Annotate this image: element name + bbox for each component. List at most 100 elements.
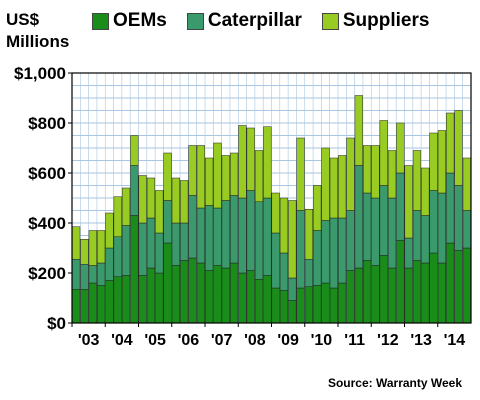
legend-swatch-caterpillar xyxy=(186,12,204,30)
x-tick-label: '03 xyxy=(78,332,100,349)
bar-suppliers-9 xyxy=(146,177,156,219)
bar-suppliers-37 xyxy=(379,120,388,186)
bar-suppliers-27 xyxy=(296,137,305,211)
bar-oems-7 xyxy=(130,215,139,324)
bar-caterpillar-5 xyxy=(113,236,122,277)
bar-suppliers-3 xyxy=(96,230,106,264)
bar-suppliers-21 xyxy=(246,127,255,191)
bar-caterpillar-43 xyxy=(429,190,438,254)
legend-item-suppliers: Suppliers xyxy=(321,10,429,32)
bar-suppliers-26 xyxy=(288,200,297,279)
bar-suppliers-23 xyxy=(263,126,272,199)
bar-suppliers-28 xyxy=(304,209,314,260)
legend-swatch-oems xyxy=(92,12,109,30)
bar-caterpillar-30 xyxy=(321,220,330,284)
bar-caterpillar-11 xyxy=(163,200,172,244)
y-tick-label: $0 xyxy=(47,314,66,333)
bar-suppliers-25 xyxy=(279,197,289,254)
bar-oems-4 xyxy=(105,280,114,324)
x-tick-label: '12 xyxy=(377,332,399,349)
bar-suppliers-30 xyxy=(321,147,330,221)
bar-caterpillar-17 xyxy=(213,207,222,266)
bar-oems-8 xyxy=(138,275,147,324)
bar-caterpillar-24 xyxy=(271,232,280,289)
bar-oems-29 xyxy=(313,285,322,324)
bar-caterpillar-37 xyxy=(379,185,388,256)
legend-item-oems: OEMs xyxy=(92,10,167,32)
bar-oems-35 xyxy=(362,260,372,324)
bar-caterpillar-6 xyxy=(121,225,131,276)
bar-suppliers-11 xyxy=(163,152,172,201)
bar-caterpillar-20 xyxy=(238,197,247,274)
bar-caterpillar-32 xyxy=(338,217,347,284)
bar-caterpillar-14 xyxy=(188,195,197,259)
bar-caterpillar-33 xyxy=(346,210,355,271)
bar-suppliers-18 xyxy=(221,155,230,201)
legend-item-caterpillar: Caterpillar xyxy=(186,10,302,32)
bar-oems-31 xyxy=(329,287,338,324)
bar-oems-47 xyxy=(462,247,471,324)
bar-caterpillar-42 xyxy=(421,215,430,264)
bar-oems-18 xyxy=(221,267,230,324)
y-tick-label: $1,000 xyxy=(14,64,66,83)
bar-oems-37 xyxy=(379,255,388,324)
legend-label-oems: OEMs xyxy=(113,10,167,31)
bar-oems-6 xyxy=(121,275,131,324)
bar-caterpillar-31 xyxy=(329,217,338,289)
bar-suppliers-45 xyxy=(446,112,455,174)
bar-oems-40 xyxy=(404,267,413,324)
bar-oems-2 xyxy=(88,282,97,324)
x-tick-label: '09 xyxy=(277,332,299,349)
bar-caterpillar-46 xyxy=(454,185,463,251)
x-tick-label: '14 xyxy=(444,332,466,349)
bar-oems-0 xyxy=(72,289,81,324)
bar-oems-5 xyxy=(113,276,122,324)
y-axis-label-line-1: US$ xyxy=(6,10,40,29)
bar-oems-28 xyxy=(304,286,314,324)
bar-caterpillar-26 xyxy=(288,277,297,301)
bar-caterpillar-40 xyxy=(404,237,413,269)
bar-caterpillar-35 xyxy=(362,192,372,261)
x-tick-label: '08 xyxy=(244,332,266,349)
bar-oems-12 xyxy=(171,265,181,324)
bar-suppliers-36 xyxy=(371,145,380,199)
bar-suppliers-1 xyxy=(80,239,89,265)
bar-caterpillar-12 xyxy=(171,222,181,266)
bar-caterpillar-27 xyxy=(296,210,305,289)
bar-caterpillar-1 xyxy=(80,264,89,290)
x-tick-label: '06 xyxy=(178,332,200,349)
bar-caterpillar-8 xyxy=(138,222,147,276)
bar-oems-23 xyxy=(263,275,272,324)
bar-caterpillar-2 xyxy=(88,265,97,284)
bar-caterpillar-47 xyxy=(462,210,471,249)
y-axis-label-line-2: Millions xyxy=(6,32,70,51)
bar-suppliers-31 xyxy=(329,157,338,219)
bar-suppliers-4 xyxy=(105,212,114,249)
bar-oems-44 xyxy=(437,262,447,324)
bar-caterpillar-29 xyxy=(313,230,322,286)
bar-caterpillar-4 xyxy=(105,247,114,281)
bar-suppliers-16 xyxy=(205,157,214,206)
bar-caterpillar-9 xyxy=(146,217,156,269)
bar-caterpillar-19 xyxy=(229,195,239,264)
x-tick-label: '04 xyxy=(111,332,133,349)
bar-suppliers-47 xyxy=(462,157,471,211)
bar-suppliers-20 xyxy=(238,125,247,199)
y-tick-label: $200 xyxy=(28,264,66,283)
bar-suppliers-34 xyxy=(354,95,363,166)
bar-suppliers-7 xyxy=(130,135,139,166)
bar-suppliers-46 xyxy=(454,110,463,186)
bar-oems-33 xyxy=(346,270,355,324)
bar-suppliers-15 xyxy=(196,145,205,209)
bar-oems-36 xyxy=(371,265,380,324)
bar-suppliers-12 xyxy=(171,177,181,224)
bar-suppliers-41 xyxy=(412,150,422,211)
bar-oems-39 xyxy=(396,240,405,324)
y-tick-label: $600 xyxy=(28,164,66,183)
bar-suppliers-29 xyxy=(313,185,322,231)
bar-suppliers-13 xyxy=(180,180,189,224)
bar-oems-46 xyxy=(454,250,463,324)
bar-suppliers-0 xyxy=(72,226,81,260)
bar-caterpillar-28 xyxy=(304,259,314,287)
